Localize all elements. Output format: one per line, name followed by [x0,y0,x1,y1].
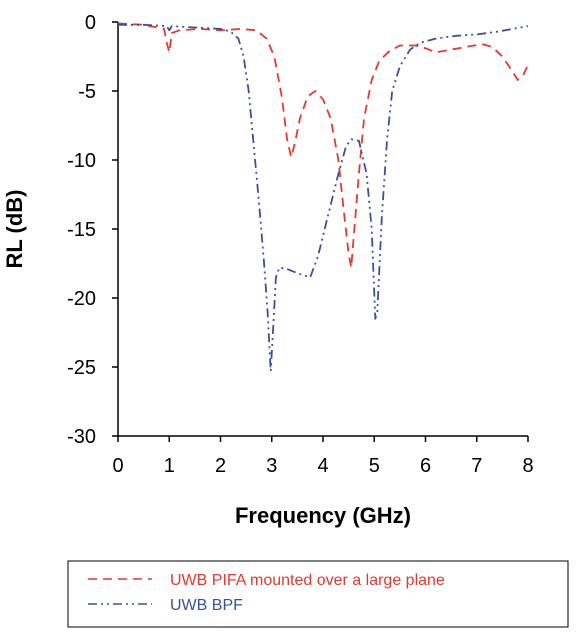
series-line-pifa [117,22,529,269]
plot-area: 0 -5 -10 -15 -20 -25 -30 0 1 2 3 4 5 6 7 8 [67,12,533,477]
x-tick-label: 1 [164,455,175,477]
x-tick-label: 8 [522,455,533,477]
series-line-bpf [118,23,529,372]
legend-label-pifa: UWB PIFA mounted over a large plane [170,572,445,589]
y-tick-label: -25 [67,357,96,379]
legend-box [67,560,569,628]
legend: UWB PIFA mounted over a large plane UWB … [67,560,569,628]
y-tick-label: -20 [67,288,96,310]
y-tick-label: -30 [67,426,96,448]
x-axis-ticks: 0 1 2 3 4 5 6 7 8 [112,436,534,477]
x-tick-label: 7 [471,455,482,477]
x-tick-label: 0 [112,455,123,477]
y-axis-ticks: 0 -5 -10 -15 -20 -25 -30 [67,12,118,448]
series-layer [117,22,529,372]
y-tick-label: 0 [85,12,96,34]
y-axis-title: RL (dB) [2,189,27,268]
legend-label-bpf: UWB BPF [170,597,243,614]
x-tick-label: 2 [215,455,226,477]
x-tick-label: 6 [420,455,431,477]
y-tick-label: -15 [67,219,96,241]
x-tick-label: 5 [369,455,380,477]
y-tick-label: -5 [78,81,96,103]
y-tick-label: -10 [67,150,96,172]
x-axis-title: Frequency (GHz) [235,503,411,528]
x-tick-label: 4 [317,455,328,477]
x-tick-label: 3 [266,455,277,477]
